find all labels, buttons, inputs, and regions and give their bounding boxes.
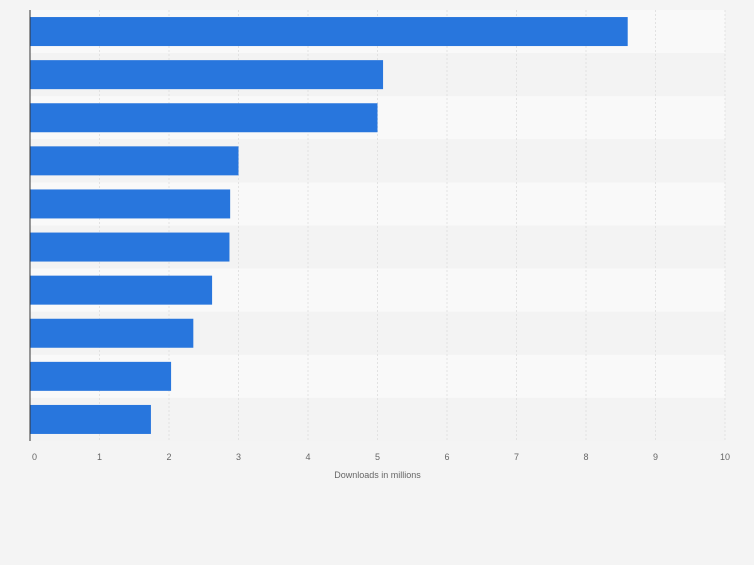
bar[interactable] xyxy=(30,60,384,90)
bar[interactable] xyxy=(30,103,378,133)
bar[interactable] xyxy=(30,232,230,262)
x-tick-label: 0 xyxy=(32,452,37,462)
bar[interactable] xyxy=(30,146,239,176)
x-tick-label: 4 xyxy=(305,452,310,462)
x-tick-label: 7 xyxy=(514,452,519,462)
x-tick-label: 8 xyxy=(583,452,588,462)
bar[interactable] xyxy=(30,318,194,348)
bar[interactable] xyxy=(30,361,172,391)
x-tick-label: 1 xyxy=(97,452,102,462)
x-axis-title: Downloads in millions xyxy=(334,470,421,480)
x-tick-label: 10 xyxy=(720,452,730,462)
bar[interactable] xyxy=(30,189,231,219)
x-tick-label: 3 xyxy=(236,452,241,462)
x-tick-label: 2 xyxy=(166,452,171,462)
bar[interactable] xyxy=(30,17,628,47)
x-tick-label: 5 xyxy=(375,452,380,462)
bar[interactable] xyxy=(30,404,151,434)
x-tick-label: 9 xyxy=(653,452,658,462)
bar[interactable] xyxy=(30,275,213,305)
x-tick-labels: 0 1 2 3 4 5 6 7 8 9 10 xyxy=(32,452,730,462)
x-tick-label: 6 xyxy=(444,452,449,462)
bars xyxy=(30,17,628,434)
